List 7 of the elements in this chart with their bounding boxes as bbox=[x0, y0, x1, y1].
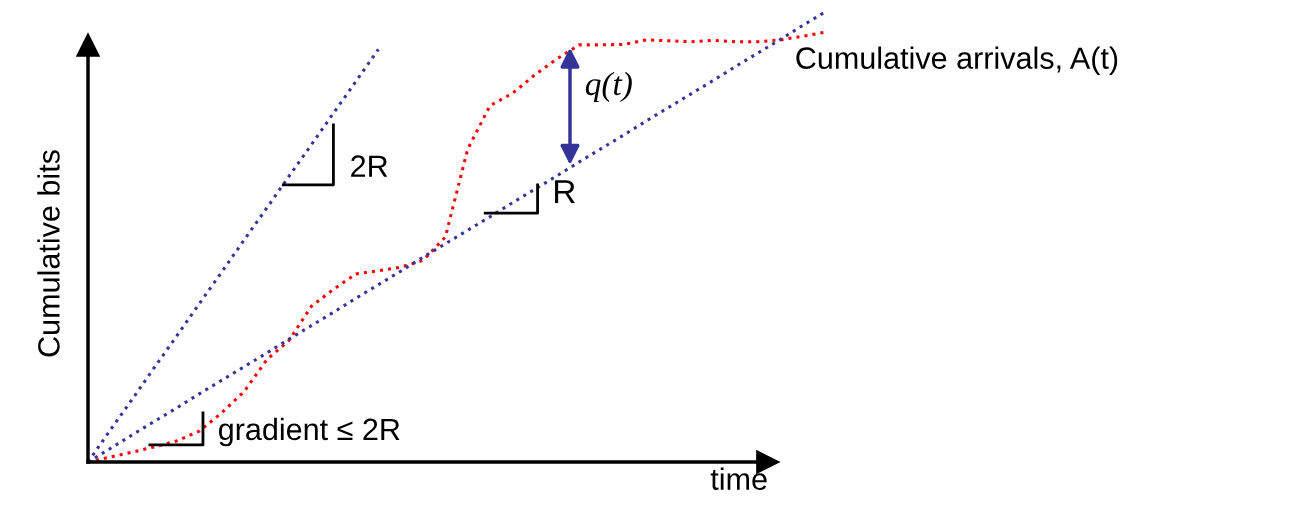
annotation: q(t) bbox=[585, 71, 632, 102]
x-axis-title: time bbox=[710, 467, 767, 490]
annotation: R bbox=[555, 180, 575, 204]
annotation: 2R bbox=[351, 155, 388, 177]
annotation: Cumulative arrivals, A(t) bbox=[796, 46, 1118, 75]
annotation: gradient ≤ 2R bbox=[219, 417, 400, 447]
y-axis-title: Cumulative bits bbox=[37, 150, 60, 357]
